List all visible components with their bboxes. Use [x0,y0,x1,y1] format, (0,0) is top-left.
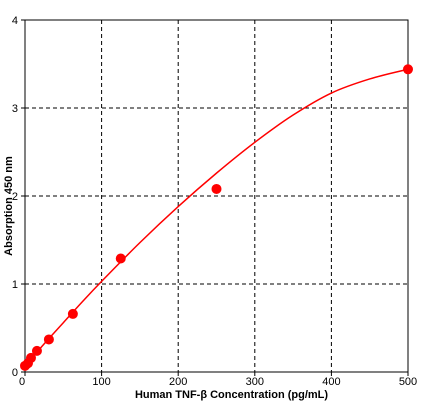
fit-curve-group [24,68,409,367]
x-tick-label: 500 [399,376,417,388]
data-point [403,64,413,75]
x-axis-label: Human TNF-β Concentration (pg/mL) [135,389,328,401]
y-tick-label: 2 [12,191,18,203]
x-tick-label: 0 [19,376,25,388]
data-point [115,253,126,264]
ticks: 0 100 200 300 400 500 0 1 2 3 4 [12,15,417,388]
x-tick-label: 400 [322,376,340,388]
y-tick-label: 3 [12,103,18,115]
data-point [43,334,54,345]
y-axis-label: Absorption 450 nm [3,156,15,256]
fit-curve [24,68,409,367]
x-tick-label: 100 [92,376,110,388]
data-point [67,308,78,319]
y-tick-label: 4 [12,15,18,27]
x-tick-label: 300 [246,376,264,388]
data-point [211,183,222,194]
y-tick-label: 1 [12,279,18,291]
x-tick-label: 200 [169,376,187,388]
data-point [31,345,42,356]
data-point [25,352,36,363]
y-tick-label: 0 [12,367,18,379]
grid [25,20,408,372]
data-points [20,64,413,371]
